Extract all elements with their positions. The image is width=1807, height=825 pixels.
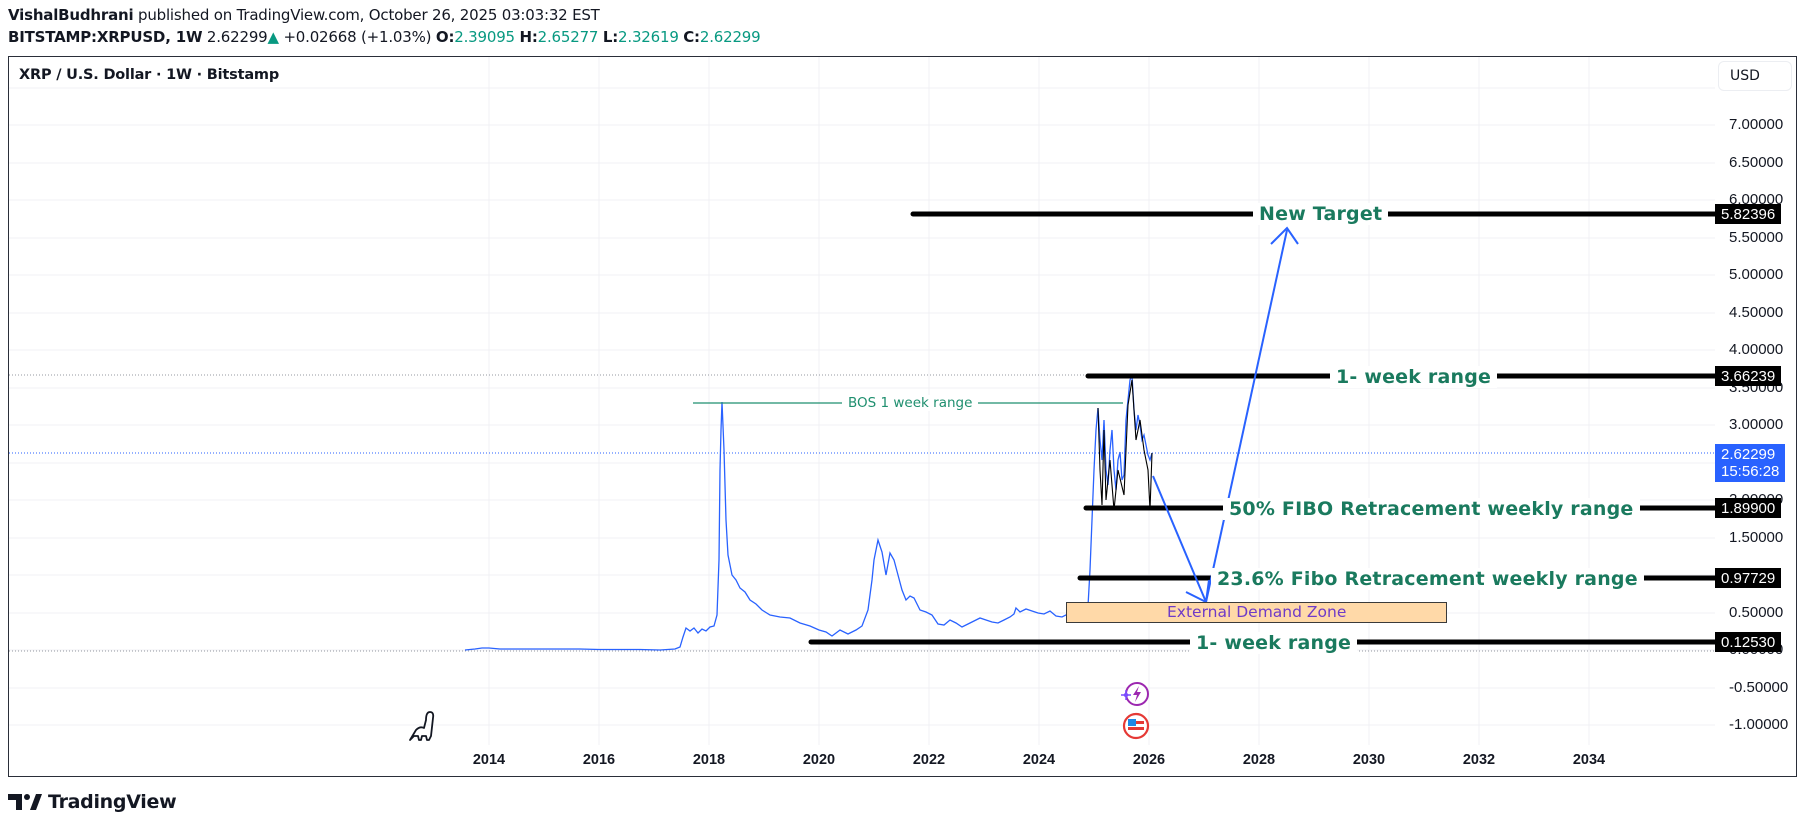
change-up-arrow-icon: ▲ bbox=[267, 28, 280, 46]
week-high-price-tag: 3.66239 bbox=[1715, 366, 1782, 386]
fibo50-price-tag: 1.89900 bbox=[1715, 498, 1782, 518]
week-range-top-label: 1- week range bbox=[1330, 366, 1498, 388]
x-tick: 2024 bbox=[1022, 752, 1056, 768]
y-tick: -0.50000 bbox=[1729, 679, 1789, 696]
price-series bbox=[464, 374, 1153, 651]
projection-arrows[interactable] bbox=[1152, 226, 1299, 604]
x-tick: 2028 bbox=[1242, 752, 1276, 768]
author-name[interactable]: VishalBudhrani bbox=[8, 6, 134, 24]
x-tick: 2034 bbox=[1572, 752, 1606, 768]
x-tick: 2016 bbox=[582, 752, 616, 768]
last-price-value: 2.62299 bbox=[1721, 446, 1776, 463]
price-change: +0.02668 (+1.03%) bbox=[283, 28, 432, 46]
bos-label: BOS 1 week range bbox=[842, 395, 979, 411]
fibo236-price-tag: 0.97729 bbox=[1715, 568, 1782, 588]
x-tick: 2020 bbox=[802, 752, 836, 768]
us-flag-event-icon[interactable] bbox=[1122, 712, 1150, 740]
demand-zone-label: External Demand Zone bbox=[1167, 603, 1347, 621]
y-tick: 1.50000 bbox=[1729, 529, 1784, 546]
fibo236-label: 23.6% Fibo Retracement weekly range bbox=[1211, 568, 1644, 590]
symbol-label: BITSTAMP:XRPUSD, 1W bbox=[8, 28, 203, 46]
bar-countdown: 15:56:28 bbox=[1721, 463, 1780, 480]
up-arrow bbox=[1205, 229, 1288, 603]
x-tick: 2018 bbox=[692, 752, 726, 768]
y-tick: 6.00000 bbox=[1729, 191, 1784, 208]
currency-button[interactable]: USD bbox=[1718, 61, 1792, 91]
x-tick: 2026 bbox=[1132, 752, 1166, 768]
low-label: L: bbox=[602, 28, 619, 46]
x-tick: 2030 bbox=[1352, 752, 1386, 768]
symbol-info-bar: BITSTAMP:XRPUSD, 1W 2.62299▲ +0.02668 (+… bbox=[8, 28, 761, 46]
x-tick: 2014 bbox=[472, 752, 506, 768]
y-tick: 5.50000 bbox=[1729, 229, 1784, 246]
high-value: 2.65277 bbox=[537, 28, 599, 46]
y-tick: 3.00000 bbox=[1729, 416, 1784, 433]
y-tick: -1.00000 bbox=[1729, 716, 1789, 733]
y-tick: 7.00000 bbox=[1729, 116, 1784, 133]
y-tick: 0.50000 bbox=[1729, 604, 1784, 621]
open-value: 2.39095 bbox=[454, 28, 515, 46]
tradingview-logo[interactable]: TradingView bbox=[8, 791, 177, 813]
new-target-label: New Target bbox=[1253, 203, 1389, 225]
close-value: 2.62299 bbox=[699, 28, 761, 46]
last-price-tag: 2.62299 15:56:28 bbox=[1715, 444, 1786, 482]
new-target-price-tag: 5.82396 bbox=[1715, 204, 1782, 224]
y-tick: 5.00000 bbox=[1729, 266, 1784, 283]
up-arrowhead-icon bbox=[1270, 226, 1299, 245]
open-label: O: bbox=[435, 28, 455, 46]
x-tick: 2022 bbox=[912, 752, 946, 768]
published-text: published on TradingView.com, October 26… bbox=[138, 6, 600, 24]
x-tick: 2032 bbox=[1462, 752, 1496, 768]
y-tick: 4.00000 bbox=[1729, 341, 1784, 358]
external-demand-zone[interactable]: External Demand Zone bbox=[1066, 602, 1447, 623]
tradingview-logo-icon bbox=[8, 794, 42, 810]
close-label: C: bbox=[683, 28, 700, 46]
horizontal-gridlines bbox=[9, 87, 1715, 726]
chart-title: XRP / U.S. Dollar · 1W · Bitstamp bbox=[19, 67, 280, 83]
low-value: 2.32619 bbox=[618, 28, 679, 46]
last-price: 2.62299 bbox=[206, 28, 268, 46]
high-label: H: bbox=[519, 28, 538, 46]
week-range-bottom-label: 1- week range bbox=[1190, 632, 1358, 654]
dinosaur-icon[interactable] bbox=[406, 708, 440, 744]
fibo50-label: 50% FIBO Retracement weekly range bbox=[1223, 498, 1640, 520]
tradingview-brand: TradingView bbox=[48, 791, 177, 813]
publish-info: VishalBudhrani published on TradingView.… bbox=[8, 6, 600, 24]
lightning-event-icon[interactable] bbox=[1118, 681, 1152, 709]
y-tick: 6.50000 bbox=[1729, 154, 1784, 171]
down-arrow bbox=[1152, 475, 1207, 603]
y-tick: 4.50000 bbox=[1729, 304, 1784, 321]
chart-frame[interactable] bbox=[8, 56, 1797, 777]
week-low-price-tag: 0.12530 bbox=[1715, 632, 1782, 652]
